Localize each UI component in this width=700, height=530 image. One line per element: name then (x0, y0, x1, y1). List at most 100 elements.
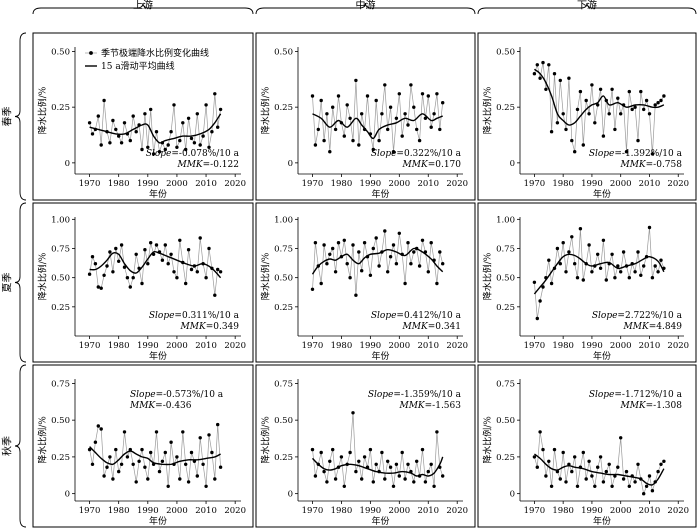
data-point (333, 270, 338, 274)
data-point (417, 138, 422, 143)
row-header: 春季 (2, 107, 14, 127)
data-point (659, 258, 663, 262)
data-point (322, 243, 326, 247)
y-axis-title: 降水比例/% (260, 86, 272, 134)
y-axis-title: 降水比例/% (482, 416, 494, 464)
mmk-annotation: MMK=-1.308 (619, 401, 682, 411)
data-point (584, 98, 588, 103)
data-point (420, 447, 425, 452)
x-tick-label: 1980 (552, 179, 574, 189)
mmk-annotation: MMK=-0.758 (619, 160, 682, 170)
data-point (325, 112, 329, 116)
x-tick-label: 1970 (524, 179, 546, 189)
data-point (128, 138, 132, 143)
x-tick-label: 1970 (79, 179, 101, 189)
data-point (573, 150, 577, 154)
x-tick-label: 1990 (360, 341, 382, 351)
data-point (184, 462, 188, 466)
data-point (102, 273, 106, 277)
data-point (198, 143, 202, 147)
data-point (432, 484, 436, 488)
data-point (647, 112, 652, 116)
data-point (207, 246, 211, 251)
data-point (125, 455, 130, 459)
y-tick-label: 0.50 (274, 274, 293, 284)
data-point (93, 440, 98, 444)
data-point (90, 462, 95, 466)
data-point (216, 267, 220, 272)
data-point (114, 127, 118, 132)
data-point (201, 462, 205, 466)
data-point (653, 264, 657, 268)
data-point (406, 123, 410, 127)
x-tick-label: 1970 (79, 341, 101, 351)
data-point (549, 130, 554, 134)
data-point (659, 98, 663, 103)
data-point (331, 105, 335, 109)
row-brace (14, 364, 27, 528)
data-point (377, 264, 381, 268)
data-point (639, 273, 643, 277)
data-point (114, 246, 118, 251)
data-point (596, 103, 600, 107)
data-point (169, 252, 173, 256)
data-point (619, 112, 623, 116)
data-point (633, 480, 637, 484)
y-tick-label: 0 (288, 159, 293, 169)
y-axis-title: 降水比例/% (37, 252, 49, 300)
data-point (93, 262, 98, 266)
data-point (647, 225, 652, 230)
data-point (119, 141, 124, 145)
data-point (435, 92, 439, 96)
data-point (403, 281, 407, 286)
x-tick-label: 2020 (224, 179, 246, 189)
data-point (423, 480, 428, 484)
data-point (313, 241, 318, 245)
data-point (310, 447, 315, 452)
y-tick-label: 0.75 (51, 245, 70, 255)
data-point (598, 87, 603, 92)
data-point (432, 112, 436, 116)
data-point (438, 127, 442, 132)
data-point (87, 121, 92, 125)
data-point (368, 447, 373, 452)
data-point (149, 450, 153, 455)
data-point (415, 459, 419, 463)
data-point (438, 250, 442, 254)
panel-frame (477, 364, 697, 528)
data-point (316, 127, 320, 132)
data-point (636, 250, 640, 254)
chart-panel-autumn-upper: 1970 1980 1990 2000 2010 2020 0 0.25 0.50 0.75 年份 降… (32, 364, 254, 528)
data-point (186, 480, 191, 484)
data-point (181, 430, 185, 434)
slope-annotation: Slope=0.412%/10 a (371, 311, 462, 321)
series-raw-line (534, 62, 665, 154)
data-point (409, 83, 413, 87)
data-point (333, 127, 338, 132)
data-point (374, 236, 378, 240)
data-point (328, 459, 332, 463)
data-point (391, 243, 396, 247)
data-point (210, 450, 214, 455)
slope-annotation: Slope=-1.392%/10 a (589, 149, 683, 159)
data-point (195, 270, 199, 274)
data-point (374, 98, 378, 103)
y-axis-title: 降水比例/% (37, 416, 49, 464)
data-point (610, 87, 614, 92)
data-point (210, 130, 214, 134)
data-point (567, 76, 571, 80)
x-tick-label: 1980 (331, 506, 353, 516)
x-tick-label: 2020 (446, 179, 468, 189)
data-point (218, 107, 223, 112)
data-point (575, 107, 580, 112)
y-tick-label: 0.50 (51, 47, 70, 57)
x-tick-label: 2010 (639, 506, 661, 516)
data-point (154, 430, 159, 434)
data-point (429, 125, 433, 129)
series-smooth-line (311, 456, 444, 477)
x-tick-label: 2000 (388, 341, 410, 351)
data-point (627, 89, 631, 94)
y-tick-label: 0.25 (496, 453, 515, 463)
y-tick-label: 0.25 (51, 453, 70, 463)
